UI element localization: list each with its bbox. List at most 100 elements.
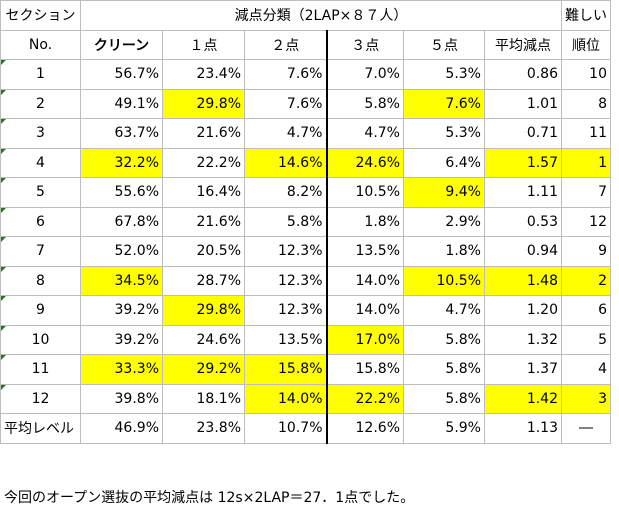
- cell-clean[interactable]: 39.8%: [80, 383, 163, 414]
- cell-three[interactable]: 4.7%: [325, 118, 404, 149]
- cell-three[interactable]: 24.6%: [325, 147, 404, 178]
- header-five[interactable]: ５点: [403, 29, 485, 60]
- cell-five[interactable]: 4.7%: [403, 295, 485, 326]
- cell-three[interactable]: 14.0%: [325, 295, 404, 326]
- cell-five[interactable]: 1.8%: [403, 236, 485, 267]
- header-difficulty[interactable]: 難しい: [561, 0, 611, 31]
- cell-rank[interactable]: 11: [561, 118, 611, 149]
- cell-clean[interactable]: 33.3%: [80, 354, 163, 385]
- cell-two[interactable]: 5.8%: [244, 206, 327, 237]
- cell-one[interactable]: 24.6%: [162, 324, 245, 355]
- header-two[interactable]: ２点: [244, 29, 327, 60]
- header-one[interactable]: １点: [162, 29, 245, 60]
- header-no[interactable]: No.: [0, 29, 81, 60]
- cell-two[interactable]: 12.3%: [244, 295, 327, 326]
- cell-two[interactable]: 14.0%: [244, 383, 327, 414]
- cell-no[interactable]: 10: [0, 324, 81, 355]
- cell-avg[interactable]: 1.42: [484, 383, 562, 414]
- header-three[interactable]: ３点: [325, 29, 404, 60]
- cell-three[interactable]: 5.8%: [325, 88, 404, 119]
- cell-three[interactable]: 17.0%: [325, 324, 404, 355]
- cell-no[interactable]: 4: [0, 147, 81, 178]
- cell-avg[interactable]: 0.71: [484, 118, 562, 149]
- cell-five[interactable]: 5.8%: [403, 383, 485, 414]
- average-three[interactable]: 12.6%: [325, 413, 404, 444]
- cell-one[interactable]: 22.2%: [162, 147, 245, 178]
- cell-clean[interactable]: 63.7%: [80, 118, 163, 149]
- cell-three[interactable]: 14.0%: [325, 265, 404, 296]
- cell-avg[interactable]: 0.94: [484, 236, 562, 267]
- cell-rank[interactable]: 9: [561, 236, 611, 267]
- header-section[interactable]: セクション: [0, 0, 81, 31]
- cell-no[interactable]: 3: [0, 118, 81, 149]
- average-clean[interactable]: 46.9%: [80, 413, 163, 444]
- cell-clean[interactable]: 49.1%: [80, 88, 163, 119]
- cell-no[interactable]: 6: [0, 206, 81, 237]
- cell-rank[interactable]: 7: [561, 177, 611, 208]
- cell-one[interactable]: 21.6%: [162, 118, 245, 149]
- header-clean[interactable]: クリーン: [80, 29, 163, 60]
- cell-three[interactable]: 1.8%: [325, 206, 404, 237]
- average-avg[interactable]: 1.13: [484, 413, 562, 444]
- average-two[interactable]: 10.7%: [244, 413, 327, 444]
- cell-two[interactable]: 13.5%: [244, 324, 327, 355]
- cell-no[interactable]: 11: [0, 354, 81, 385]
- cell-avg[interactable]: 0.53: [484, 206, 562, 237]
- cell-rank[interactable]: 2: [561, 265, 611, 296]
- header-avg[interactable]: 平均減点: [484, 29, 562, 60]
- cell-no[interactable]: 9: [0, 295, 81, 326]
- cell-no[interactable]: 8: [0, 265, 81, 296]
- cell-five[interactable]: 5.3%: [403, 118, 485, 149]
- cell-one[interactable]: 21.6%: [162, 206, 245, 237]
- cell-no[interactable]: 1: [0, 59, 81, 90]
- cell-five[interactable]: 7.6%: [403, 88, 485, 119]
- cell-rank[interactable]: 3: [561, 383, 611, 414]
- cell-clean[interactable]: 52.0%: [80, 236, 163, 267]
- cell-two[interactable]: 7.6%: [244, 59, 327, 90]
- cell-one[interactable]: 28.7%: [162, 265, 245, 296]
- cell-one[interactable]: 23.4%: [162, 59, 245, 90]
- cell-clean[interactable]: 55.6%: [80, 177, 163, 208]
- cell-clean[interactable]: 39.2%: [80, 295, 163, 326]
- cell-two[interactable]: 12.3%: [244, 265, 327, 296]
- cell-five[interactable]: 5.8%: [403, 354, 485, 385]
- cell-two[interactable]: 8.2%: [244, 177, 327, 208]
- cell-five[interactable]: 5.3%: [403, 59, 485, 90]
- cell-no[interactable]: 2: [0, 88, 81, 119]
- average-rank[interactable]: ―: [561, 413, 611, 444]
- cell-rank[interactable]: 10: [561, 59, 611, 90]
- cell-rank[interactable]: 1: [561, 147, 611, 178]
- cell-clean[interactable]: 32.2%: [80, 147, 163, 178]
- cell-avg[interactable]: 1.11: [484, 177, 562, 208]
- average-label[interactable]: 平均レベル: [0, 413, 81, 444]
- header-rank[interactable]: 順位: [561, 29, 611, 60]
- cell-one[interactable]: 29.2%: [162, 354, 245, 385]
- cell-five[interactable]: 9.4%: [403, 177, 485, 208]
- cell-clean[interactable]: 39.2%: [80, 324, 163, 355]
- cell-one[interactable]: 16.4%: [162, 177, 245, 208]
- cell-one[interactable]: 20.5%: [162, 236, 245, 267]
- cell-three[interactable]: 7.0%: [325, 59, 404, 90]
- cell-avg[interactable]: 1.37: [484, 354, 562, 385]
- cell-no[interactable]: 7: [0, 236, 81, 267]
- cell-one[interactable]: 29.8%: [162, 295, 245, 326]
- average-one[interactable]: 23.8%: [162, 413, 245, 444]
- cell-rank[interactable]: 8: [561, 88, 611, 119]
- cell-avg[interactable]: 1.20: [484, 295, 562, 326]
- average-five[interactable]: 5.9%: [403, 413, 485, 444]
- cell-three[interactable]: 15.8%: [325, 354, 404, 385]
- header-penalty-group[interactable]: 減点分類（2LAP×８７人）: [80, 0, 562, 31]
- cell-five[interactable]: 5.8%: [403, 324, 485, 355]
- cell-avg[interactable]: 0.86: [484, 59, 562, 90]
- cell-five[interactable]: 2.9%: [403, 206, 485, 237]
- cell-three[interactable]: 10.5%: [325, 177, 404, 208]
- cell-two[interactable]: 4.7%: [244, 118, 327, 149]
- cell-rank[interactable]: 5: [561, 324, 611, 355]
- cell-clean[interactable]: 56.7%: [80, 59, 163, 90]
- cell-clean[interactable]: 67.8%: [80, 206, 163, 237]
- cell-three[interactable]: 22.2%: [325, 383, 404, 414]
- cell-clean[interactable]: 34.5%: [80, 265, 163, 296]
- cell-five[interactable]: 6.4%: [403, 147, 485, 178]
- cell-no[interactable]: 5: [0, 177, 81, 208]
- cell-avg[interactable]: 1.32: [484, 324, 562, 355]
